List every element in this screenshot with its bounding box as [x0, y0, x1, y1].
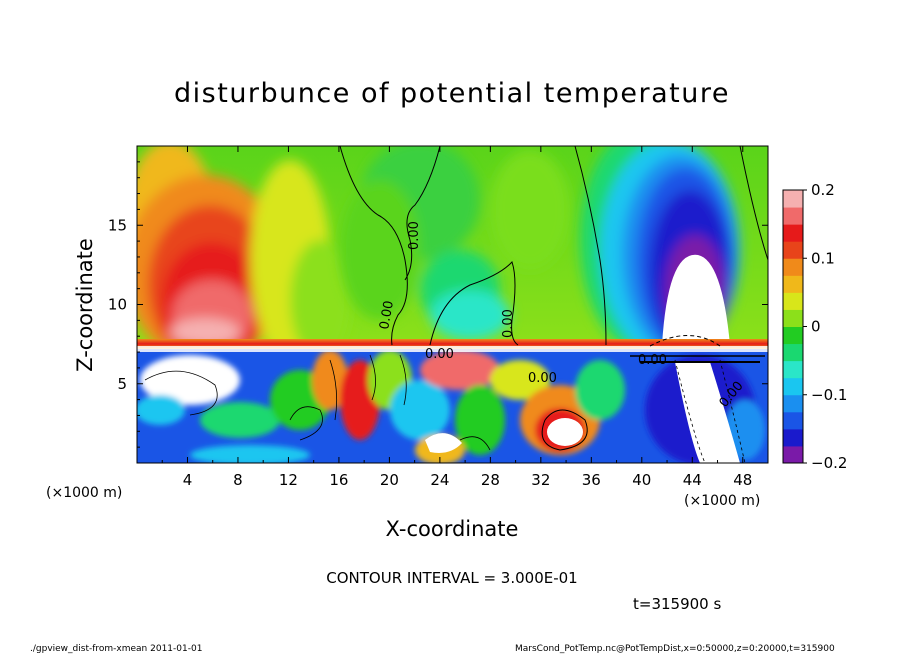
colorbar-swatch: [783, 190, 803, 208]
footer-left: ./gpview_dist-from-xmean 2011-01-01: [30, 644, 202, 654]
lower-layer-patches: [137, 350, 765, 463]
colorbar-ticks: 0.2 0.1 0 −0.1 −0.2: [803, 181, 847, 472]
y-unit-label: (×1000 m): [46, 485, 122, 501]
contour-interval: CONTOUR INTERVAL = 3.000E-01: [326, 569, 577, 587]
x-axis: 4 8 12 16 20 24 28 32 36 40 44 48: [161, 146, 752, 489]
colorbar-swatch: [783, 326, 803, 345]
x-axis-title: X-coordinate: [386, 517, 519, 541]
lower-warm-core: [547, 418, 583, 446]
x-tick-label: 28: [481, 471, 500, 489]
colorbar-swatch: [783, 292, 803, 310]
interface-band: [137, 339, 768, 349]
x-tick-label: 24: [430, 471, 449, 489]
x-tick-label: 32: [531, 471, 550, 489]
colorbar-tick-label: −0.2: [811, 454, 847, 472]
colorbar-swatch: [783, 377, 803, 396]
cold-core-saturated: [662, 254, 730, 345]
colorbar-swatch: [783, 394, 803, 413]
colorbar-tick-label: 0.1: [811, 249, 835, 267]
contour-lines: [144, 146, 768, 463]
colorbar-tick-label: 0: [811, 318, 821, 336]
colorbar-tick-label: 0.2: [811, 181, 835, 199]
contour-label: 0.00: [377, 300, 397, 331]
heatmap-field: 0.00 0.00 0.00 0.00 0.00 0.00 0.00: [137, 146, 768, 463]
contour-label: 0.00: [407, 221, 422, 250]
colorbar-swatch: [783, 258, 803, 276]
colorbar-swatch: [783, 207, 803, 225]
contour-label: 0.00: [501, 309, 516, 338]
colorbar-swatch: [783, 309, 803, 327]
x-tick-label: 20: [380, 471, 399, 489]
colorbar-swatch: [783, 411, 803, 430]
colorbar-swatch: [783, 275, 803, 293]
contour-label: 0.00: [638, 353, 667, 368]
y-tick-label: 10: [108, 296, 127, 314]
colorbar-swatch: [783, 343, 803, 362]
x-tick-label: 12: [279, 471, 298, 489]
x-tick-label: 8: [233, 471, 243, 489]
chart-title: disturbunce of potential temperature: [174, 78, 730, 109]
x-tick-label: 40: [632, 471, 651, 489]
x-tick-label: 16: [329, 471, 348, 489]
x-tick-label: 36: [582, 471, 601, 489]
x-tick-label: 48: [733, 471, 752, 489]
x-tick-label: 4: [183, 471, 193, 489]
colorbar-swatch: [783, 445, 803, 464]
y-tick-label: 5: [117, 375, 127, 393]
time-stamp: t=315900 s: [633, 595, 721, 613]
central-upper-tones: [340, 146, 570, 340]
contour-label: 0.00: [528, 371, 557, 386]
lower-bubble: [425, 433, 462, 453]
contour-label-group: 0.00 0.00 0.00 0.00 0.00 0.00 0.00: [377, 221, 747, 411]
colorbar-swatch: [783, 428, 803, 447]
colorbar-swatch: [783, 224, 803, 242]
interface-mixing: [137, 346, 768, 352]
x-tick-label: 44: [683, 471, 702, 489]
lower-cold-core: [675, 362, 740, 463]
y-axis-title: Z-coordinate: [73, 238, 97, 372]
colorbar-swatch: [783, 241, 803, 259]
x-unit-label: (×1000 m): [684, 493, 760, 509]
colorbar-swatch: [783, 360, 803, 379]
y-axis: 5 10 15: [108, 161, 768, 448]
colorbar: [783, 190, 803, 464]
y-tick-label: 15: [108, 216, 127, 234]
footer-right: MarsCond_PotTemp.nc@PotTempDist,x=0:5000…: [515, 644, 835, 654]
contour-label: 0.00: [425, 347, 454, 362]
colorbar-tick-label: −0.1: [811, 386, 847, 404]
